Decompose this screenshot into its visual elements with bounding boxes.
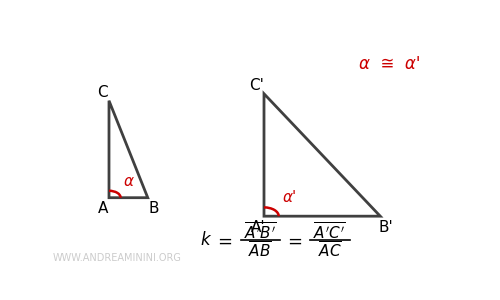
- Text: $\overline{A'C'}$: $\overline{A'C'}$: [314, 221, 346, 242]
- Text: WWW.ANDREAMININI.ORG: WWW.ANDREAMININI.ORG: [52, 253, 181, 263]
- Text: C: C: [96, 85, 108, 100]
- Text: $=$: $=$: [214, 231, 233, 249]
- Text: A': A': [251, 220, 266, 235]
- Text: B: B: [148, 201, 159, 216]
- Text: $\overline{A'B'}$: $\overline{A'B'}$: [244, 221, 276, 242]
- Text: α': α': [282, 190, 297, 205]
- Text: α  ≅  α': α ≅ α': [359, 55, 420, 73]
- Text: $k$: $k$: [200, 231, 212, 249]
- Text: A: A: [98, 201, 108, 216]
- Text: $\overline{AB}$: $\overline{AB}$: [248, 240, 272, 260]
- Text: $\overline{AC}$: $\overline{AC}$: [318, 240, 342, 260]
- Text: C': C': [250, 78, 264, 93]
- Text: $=$: $=$: [284, 231, 302, 249]
- Text: α: α: [124, 174, 134, 189]
- Text: B': B': [378, 220, 394, 235]
